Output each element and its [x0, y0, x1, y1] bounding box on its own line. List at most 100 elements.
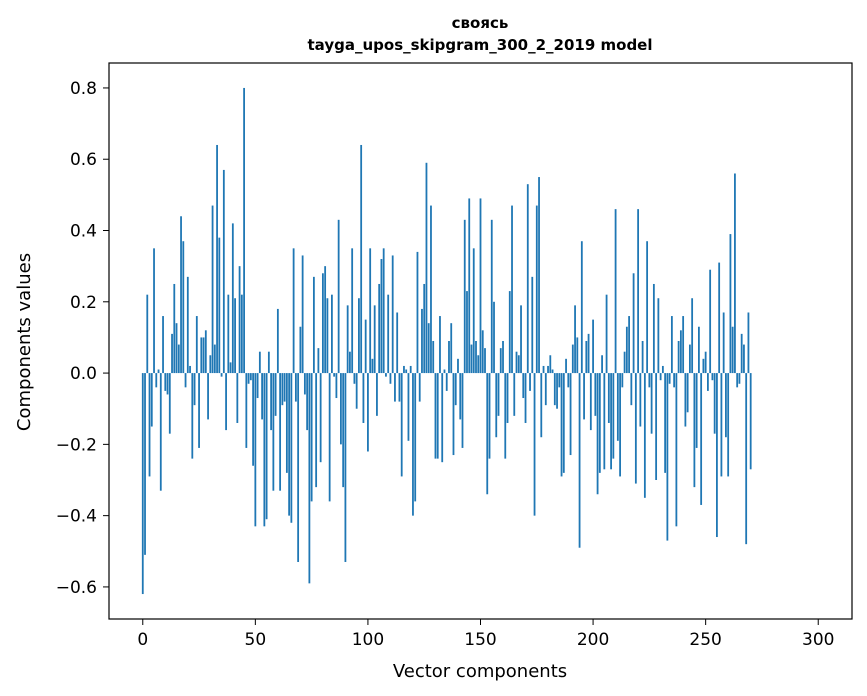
bar [533, 373, 536, 516]
x-tick-label: 0 [137, 630, 148, 650]
bar [477, 355, 480, 374]
bar [351, 248, 354, 374]
bar [675, 373, 678, 527]
bar [281, 373, 284, 406]
bar [481, 330, 484, 374]
bar [436, 373, 439, 459]
y-axis-ticks: −0.6 −0.4 −0.2 0.0 0.2 0.4 0.6 0.8 [56, 79, 109, 598]
bar [524, 373, 527, 423]
bar [529, 373, 531, 391]
bar [364, 319, 367, 374]
bar [358, 298, 360, 374]
bar [646, 241, 649, 374]
bar [574, 305, 576, 374]
bar [484, 348, 486, 374]
bar [553, 373, 556, 406]
bar [434, 373, 437, 459]
bar [691, 298, 694, 374]
bar [450, 323, 453, 374]
bar [470, 344, 473, 374]
bar [416, 251, 419, 374]
bar [236, 373, 239, 423]
bar [387, 294, 390, 374]
bar [409, 365, 412, 374]
bar [578, 373, 581, 548]
bar [661, 365, 664, 374]
bar [171, 333, 173, 374]
bar [303, 373, 306, 395]
bar [193, 373, 196, 406]
bar [727, 373, 730, 477]
bar [603, 373, 606, 470]
bar [382, 248, 385, 374]
bar [698, 326, 700, 374]
bar [211, 205, 214, 374]
bar [373, 305, 376, 374]
bar [547, 365, 549, 374]
bar [639, 373, 642, 427]
bar [461, 373, 464, 448]
bar [747, 312, 750, 374]
bar [344, 373, 347, 562]
bar [493, 301, 495, 374]
bar [292, 248, 295, 374]
bar [299, 326, 302, 374]
x-tick-label: 250 [689, 630, 721, 650]
bar [243, 87, 245, 374]
bar [288, 373, 291, 516]
bar [439, 316, 441, 374]
bar [146, 294, 149, 374]
plot-frame [108, 62, 853, 620]
bar [601, 355, 603, 374]
bar [655, 373, 658, 480]
bar [596, 373, 599, 495]
bar [346, 305, 349, 374]
bar [333, 373, 336, 377]
bar [443, 369, 446, 374]
bar [427, 323, 430, 374]
bar [430, 205, 432, 374]
bar [497, 373, 500, 416]
bar [254, 373, 257, 527]
bar [700, 373, 703, 505]
bar [159, 373, 162, 491]
bar [403, 365, 405, 374]
bar [540, 373, 543, 438]
bar [738, 373, 741, 384]
bar [234, 298, 236, 374]
bar [342, 373, 345, 488]
bar [632, 273, 635, 374]
bar [457, 358, 459, 374]
bar [592, 319, 594, 374]
bar [668, 373, 671, 384]
bar [371, 358, 374, 374]
bar [711, 373, 714, 381]
bar [162, 316, 164, 374]
bar [191, 373, 194, 459]
bar [335, 373, 338, 399]
bar [641, 341, 644, 374]
bar [337, 219, 340, 374]
bar [362, 373, 365, 423]
bar [432, 341, 435, 374]
bar [472, 248, 475, 374]
bar [562, 373, 565, 473]
bar [164, 373, 167, 391]
y-tick-label: −0.6 [56, 578, 97, 598]
bar [283, 373, 286, 402]
bar [144, 373, 146, 555]
bar [376, 373, 378, 416]
bar [445, 373, 448, 391]
bar [731, 326, 734, 374]
bar [569, 373, 572, 456]
y-tick-label: 0.0 [70, 364, 97, 384]
x-tick-label: 100 [352, 630, 384, 650]
bar [520, 305, 522, 374]
bar [688, 344, 691, 374]
bar [749, 373, 752, 470]
bar [274, 373, 277, 416]
bar [247, 373, 250, 384]
bar [324, 266, 327, 374]
bar [513, 373, 516, 416]
bar [468, 198, 471, 374]
